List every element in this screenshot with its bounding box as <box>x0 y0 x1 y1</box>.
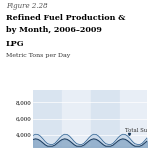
Bar <box>33 90 62 147</box>
Bar <box>62 90 91 147</box>
Text: Refined Fuel Production &: Refined Fuel Production & <box>6 14 125 21</box>
Text: Total Su: Total Su <box>125 128 147 133</box>
Text: by Month, 2006–2009: by Month, 2006–2009 <box>6 26 102 33</box>
Bar <box>120 90 149 147</box>
Text: Metric Tons per Day: Metric Tons per Day <box>6 52 70 57</box>
Text: LPG: LPG <box>6 40 25 48</box>
Text: Figure 2.28: Figure 2.28 <box>6 2 48 9</box>
Bar <box>91 90 120 147</box>
